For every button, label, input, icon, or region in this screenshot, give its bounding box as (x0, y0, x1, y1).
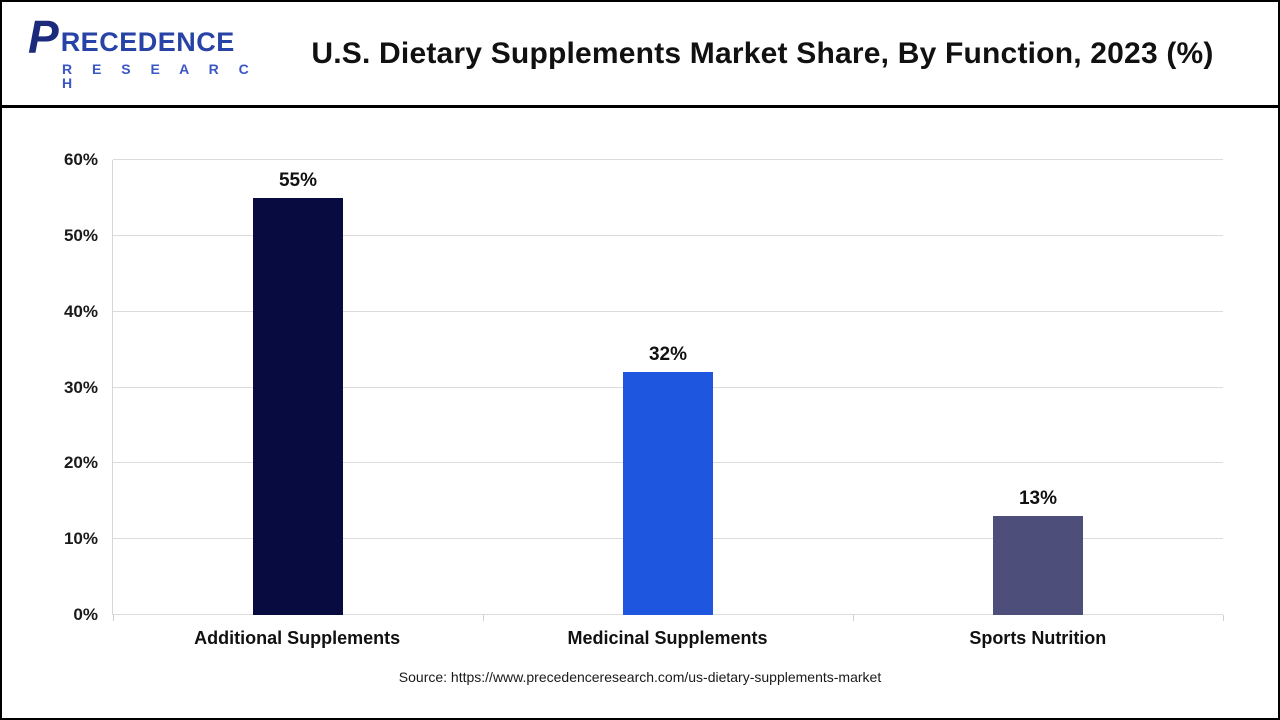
y-axis: 0% 10% 20% 30% 40% 50% 60% (3, 150, 98, 624)
bar-value-label: 55% (278, 169, 318, 191)
plot-area: 0% 10% 20% 30% 40% 50% 60% 55% 32% 13% (64, 150, 1224, 624)
precedence-research-logo: P RECEDENCE R E S E A R C H (28, 11, 263, 91)
gridline (113, 159, 1223, 160)
y-tick-label: 50% (63, 225, 98, 245)
x-axis-tick (1223, 615, 1224, 621)
logo-text-research: R E S E A R C H (62, 60, 257, 91)
logo-p-icon: P (28, 11, 59, 64)
bar-additional-supplements (253, 197, 343, 615)
x-category-label: Sports Nutrition (969, 628, 1107, 648)
header: P RECEDENCE R E S E A R C H U.S. Dietary… (2, 2, 1278, 108)
x-axis-tick (483, 615, 484, 621)
x-axis-tick (113, 615, 114, 621)
bar-value-label: 13% (1018, 488, 1058, 510)
gridline (113, 234, 1223, 236)
bar-medicinal-supplements (623, 372, 713, 615)
y-tick-label: 40% (63, 301, 98, 321)
bar-group-medicinal-supplements: 32% (483, 160, 853, 615)
bar-group-additional-supplements: 55% (113, 160, 483, 615)
title-container: U.S. Dietary Supplements Market Share, B… (263, 37, 1278, 71)
bar-value-label: 32% (648, 344, 688, 366)
y-tick-label: 0% (73, 605, 98, 624)
x-category-label: Medicinal Supplements (567, 628, 768, 648)
bar-sports-nutrition (993, 516, 1083, 615)
gridline (113, 310, 1223, 312)
chart-title: U.S. Dietary Supplements Market Share, B… (311, 36, 1214, 70)
logo-text-precedence: RECEDENCE (60, 26, 235, 57)
y-tick-label: 10% (63, 529, 98, 549)
source-text: Source: https://www.precedenceresearch.c… (398, 669, 882, 685)
y-tick-label: 20% (63, 453, 98, 473)
bar-group-sports-nutrition: 13% (853, 160, 1223, 615)
bars-row: 55% 32% 13% (113, 160, 1223, 615)
y-tick-label: 30% (63, 377, 98, 397)
y-tick-label: 60% (63, 150, 98, 169)
x-axis-labels: Additional Supplements Medicinal Suppleme… (112, 615, 1223, 649)
logo-wordmark: P RECEDENCE (28, 11, 263, 64)
x-axis-tick (853, 615, 854, 621)
x-category-label: Additional Supplements (194, 628, 401, 648)
